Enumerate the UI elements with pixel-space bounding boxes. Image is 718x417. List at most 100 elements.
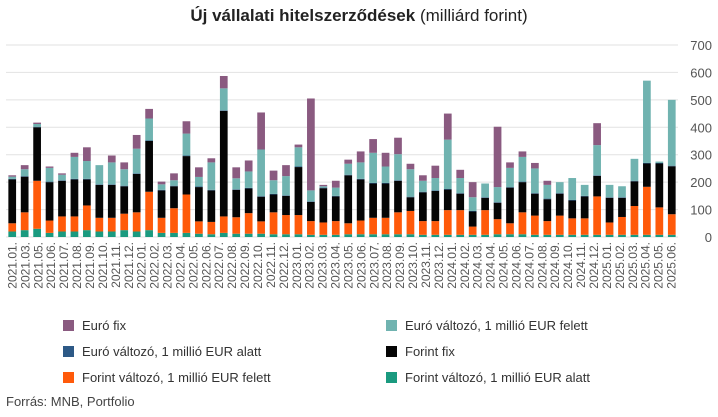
bar-segment	[20, 230, 29, 237]
bar-segment	[20, 176, 29, 177]
legend-swatch	[386, 346, 397, 357]
bar-segment	[45, 220, 54, 233]
bar-segment	[518, 182, 527, 213]
bar-segment	[182, 133, 191, 156]
bar-segment	[244, 188, 253, 214]
y-tick-label: 300	[690, 148, 712, 163]
x-tick-label: 2021.09.	[83, 242, 97, 289]
bar-segment	[543, 199, 552, 222]
bar-segment	[518, 234, 527, 237]
bar-segment	[506, 187, 514, 224]
bar-segment	[83, 161, 91, 179]
x-tick-label: 2025.02.	[613, 242, 627, 289]
bar-segment	[319, 187, 328, 189]
bar-segment	[531, 162, 539, 169]
bar-segment	[120, 186, 129, 214]
bar-segment	[107, 231, 116, 237]
bar-segment	[555, 193, 564, 194]
chart-title: Új vállalati hitelszerződések (milliárd …	[0, 6, 718, 26]
bar-segment	[282, 195, 290, 196]
bar-segment	[145, 230, 153, 237]
bar-segment	[269, 180, 278, 194]
bar-segment	[580, 218, 589, 235]
bar-segment	[182, 156, 191, 195]
bar-segment	[369, 234, 377, 237]
bar-segment	[381, 152, 390, 167]
bar-segment	[195, 167, 203, 177]
bar-segment	[369, 152, 377, 183]
bar-segment	[70, 231, 79, 237]
bar-segment	[257, 233, 265, 237]
bar-segment	[630, 206, 639, 235]
bar-segment	[667, 234, 676, 237]
bar-segment	[282, 165, 290, 177]
bar-segment	[83, 178, 91, 180]
bar-segment	[468, 197, 477, 211]
bar-segment	[269, 170, 278, 181]
bar-segment	[655, 162, 664, 164]
bar-segment	[531, 168, 539, 194]
bar-segment	[605, 197, 614, 198]
bar-segment	[506, 162, 514, 168]
bar-segment	[294, 215, 303, 235]
bar-segment	[381, 182, 390, 184]
bar-segment	[568, 218, 577, 235]
bar-segment	[45, 167, 54, 182]
bar-segment	[107, 217, 116, 232]
bar-segment	[294, 166, 303, 168]
bar-segment	[394, 180, 402, 181]
x-tick-label: 2024.12.	[587, 242, 601, 289]
legend-item-euro-valtozo-felett: Euró változó, 1 millió EUR felett	[386, 318, 588, 333]
bar-segment	[456, 193, 465, 194]
bar-segment	[207, 190, 216, 222]
bar-segment	[170, 173, 178, 181]
bar-segment	[195, 233, 203, 237]
bar-segment	[381, 166, 390, 183]
x-tick-label: 2022.10.	[251, 242, 265, 289]
x-tick-label: 2022.03.	[161, 242, 175, 289]
bar-segment	[394, 212, 402, 235]
x-tick-label: 2023.02.	[303, 242, 317, 289]
bar-segment	[431, 165, 440, 179]
bar-segment	[518, 151, 527, 157]
bar-segment	[443, 189, 452, 190]
bar-segment	[481, 197, 489, 211]
bar-segment	[232, 233, 241, 237]
bar-segment	[58, 174, 66, 181]
bar-segment	[555, 215, 564, 235]
bar-segment	[493, 202, 502, 203]
x-tick-label: 2021.06.	[44, 242, 58, 289]
bar-segment	[83, 230, 91, 237]
bar-segment	[431, 234, 440, 237]
bar-segment	[145, 108, 153, 119]
bar-segment	[394, 180, 402, 213]
bar-segment	[618, 197, 626, 198]
x-tick-label: 2024.05.	[497, 242, 511, 289]
bar-segment	[269, 193, 278, 195]
bar-segment	[618, 216, 626, 235]
bar-segment	[307, 190, 315, 202]
bar-segment	[406, 163, 415, 170]
bar-segment	[580, 234, 589, 237]
bar-segment	[195, 176, 203, 187]
bar-segment	[145, 191, 153, 231]
bar-segment	[356, 234, 365, 237]
bar-segment	[468, 210, 477, 212]
x-tick-label: 2024.06.	[509, 242, 523, 289]
bar-segment	[593, 123, 601, 146]
bar-segment	[45, 232, 54, 237]
x-tick-label: 2023.01.	[290, 242, 304, 289]
bar-segment	[83, 205, 91, 231]
bar-segment	[132, 173, 141, 174]
bar-segment	[381, 234, 390, 237]
x-tick-label: 2022.02.	[148, 242, 162, 289]
bar-segment	[107, 162, 116, 185]
bar-segment	[369, 217, 377, 235]
bar-segment	[356, 162, 365, 179]
bar-segment	[331, 187, 340, 196]
bar-segment	[70, 216, 79, 232]
bar-segment	[593, 145, 601, 176]
bar-segment	[195, 187, 203, 222]
bar-segment	[394, 234, 402, 237]
bar-segment	[132, 173, 141, 213]
